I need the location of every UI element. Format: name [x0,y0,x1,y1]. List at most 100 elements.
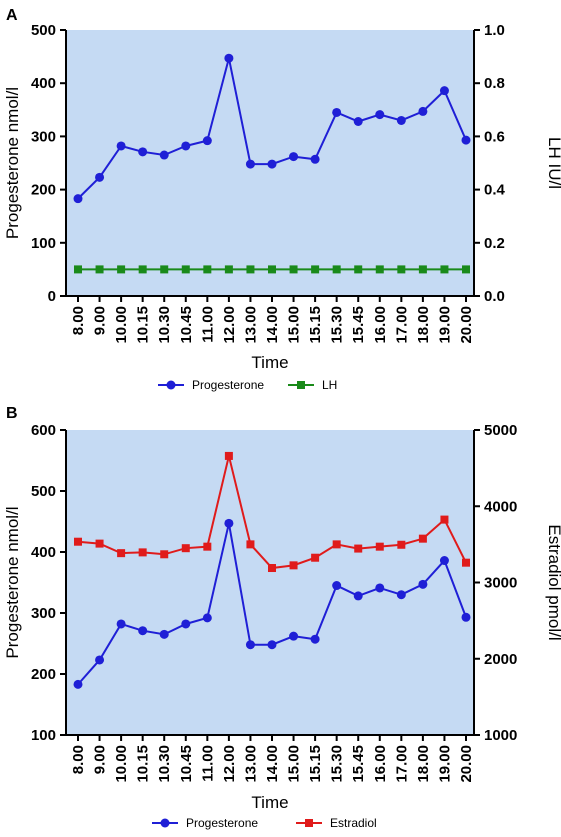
data-point [95,655,105,665]
x-axis-title: Time [251,793,288,812]
y-tick-label-left: 300 [31,605,56,622]
x-tick-label: 12.00 [221,306,238,344]
x-tick-label: 9.00 [92,306,109,335]
data-point [245,640,255,650]
data-point [203,265,212,274]
legend-marker [297,381,305,389]
x-tick-label: 15.45 [350,306,367,344]
x-tick-label: 10.00 [113,745,130,783]
data-point [439,86,449,96]
data-point [159,629,169,639]
legend-label: Progesterone [186,816,258,830]
y-tick-label-left: 300 [31,128,56,145]
data-point [418,265,427,274]
series-lh [74,265,470,274]
x-tick-label: 10.30 [156,306,173,344]
y-tick-label-right: 0.8 [484,75,505,92]
x-tick-label: 20.00 [458,745,475,783]
data-point [74,537,82,546]
y-tick-label-right: 1000 [484,727,517,744]
y-axis-title-left: Progesterone nmol/l [3,506,22,658]
data-point [224,53,234,63]
data-point [267,640,277,650]
data-point [160,550,169,559]
data-point [138,265,147,274]
data-point [461,612,471,622]
chart-panel-b: B 100 200 300 400 500 600 1000 2000 3000 4000 5000 8… [3,405,561,830]
y-tick-label-right: 1.0 [484,22,505,39]
data-point [353,117,363,127]
data-point [138,147,148,157]
data-point [116,141,126,151]
x-tick-label: 19.00 [436,745,453,783]
y-tick-label-left: 100 [31,235,56,252]
x-tick-label: 8.00 [70,745,87,774]
y-axis-title-right: Estradiol pmol/l [545,524,561,640]
x-tick-label: 15.30 [329,745,346,783]
data-point [181,619,191,629]
legend-item-progesterone: Progesterone [158,378,264,392]
plot-background [66,430,474,735]
y-tick-label-right: 5000 [484,422,517,439]
data-point [245,159,255,169]
data-point [289,152,299,162]
data-point [202,613,212,623]
x-tick-label: 18.00 [415,306,432,344]
legend-marker [305,819,313,827]
data-point [418,106,428,116]
legend-label: Estradiol [330,816,377,830]
chart-panel-a: A 0 100 200 300 400 500 0.0 0.2 0.4 0.6 0.8 1.0 8.00 9… [3,7,561,392]
data-point [332,107,342,117]
y-tick-label-right: 0.2 [484,235,505,252]
data-point [439,556,449,566]
data-point [375,542,384,551]
x-tick-label: 15.00 [286,306,303,344]
x-tick-label: 17.00 [393,306,410,344]
data-point [332,540,341,549]
data-point [138,626,148,636]
legend-label: LH [322,378,337,392]
data-point [289,265,298,274]
data-point [311,265,320,274]
legend-marker [160,818,170,828]
data-point [375,110,385,120]
legend-item-progesterone: Progesterone [152,816,258,830]
data-point [95,539,104,548]
series-progesterone [73,518,471,689]
x-axis-title: Time [251,353,288,372]
data-point [332,581,342,591]
x-tick-label: 15.30 [329,306,346,344]
data-point [73,679,83,689]
x-tick-label: 16.00 [372,306,389,344]
x-tick-label: 8.00 [70,306,87,335]
data-point [117,265,126,274]
y-tick-label-left: 500 [31,22,56,39]
x-tick-label: 14.00 [264,306,281,344]
panel-label: A [6,7,18,24]
x-tick-label: 14.00 [264,745,281,783]
data-point [203,542,212,551]
legend-marker [166,380,176,390]
y-axis-title-right: LH IU/l [545,137,561,189]
data-point [418,579,428,589]
x-tick-label: 13.00 [242,306,259,344]
y-tick-label-left: 400 [31,544,56,561]
x-tick-label: 11.00 [199,306,216,343]
x-tick-label: 17.00 [393,745,410,783]
y-tick-label-left: 100 [31,727,56,744]
data-point [354,265,363,274]
x-tick-label: 18.00 [415,745,432,783]
data-point [397,540,406,549]
data-point [74,265,82,274]
y-tick-label-right: 3000 [484,575,517,592]
data-point [462,558,470,567]
x-tick-label: 10.45 [178,745,195,783]
x-tick-label: 16.00 [372,745,389,783]
y-axis-title-left: Progesterone nmol/l [3,87,22,239]
x-tick-label: 11.00 [199,745,216,782]
x-tick-label: 20.00 [458,306,475,344]
data-point [396,115,406,125]
data-point [181,265,190,274]
data-point [289,631,299,641]
